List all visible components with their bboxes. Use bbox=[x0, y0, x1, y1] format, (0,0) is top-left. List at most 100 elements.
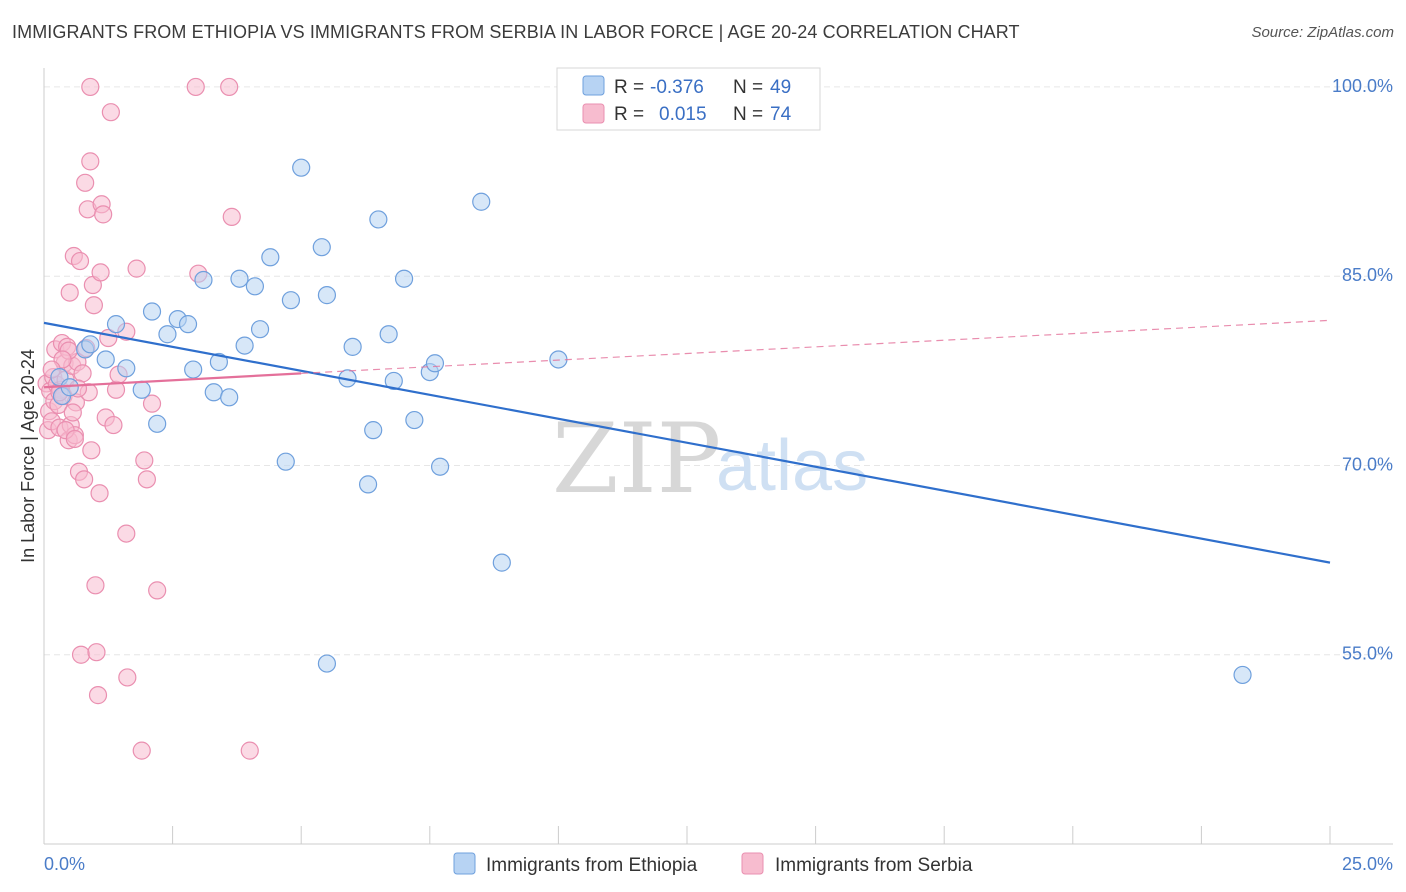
source-label: Source: ZipAtlas.com bbox=[1251, 24, 1394, 41]
bottom-legend-label-serbia: Immigrants from Serbia bbox=[775, 855, 973, 876]
trend-lines bbox=[43, 319, 1331, 564]
serbia-point bbox=[87, 643, 106, 662]
serbia-point bbox=[148, 581, 167, 600]
correlation-legend: R = -0.376 N = 49 R = 0.015 N = 74 bbox=[556, 67, 821, 131]
serbia-point bbox=[127, 259, 146, 278]
serbia-point bbox=[240, 741, 259, 760]
ethiopia-point bbox=[261, 248, 280, 267]
serbia-point bbox=[88, 686, 108, 705]
ethiopia-point bbox=[369, 210, 388, 229]
bottom-legend-label-ethiopia: Immigrants from Ethiopia bbox=[486, 855, 698, 876]
serbia-point bbox=[90, 484, 109, 503]
ethiopia-point bbox=[158, 325, 177, 344]
serbia-point bbox=[117, 524, 136, 543]
serbia-point bbox=[101, 103, 120, 122]
x-ticks bbox=[172, 826, 1331, 844]
serbia-point bbox=[86, 576, 105, 595]
serbia-trend-extension bbox=[301, 319, 1331, 374]
serbia-point bbox=[132, 741, 151, 760]
ethiopia-point bbox=[276, 452, 295, 471]
ethiopia-point bbox=[209, 352, 228, 372]
ethiopia-point bbox=[96, 350, 115, 369]
series-legend: Immigrants from Ethiopia Immigrants from… bbox=[453, 852, 973, 876]
serbia-trend-line bbox=[43, 372, 302, 389]
ethiopia-point bbox=[194, 270, 213, 290]
serbia-point bbox=[63, 403, 82, 422]
serbia-point bbox=[76, 173, 95, 192]
watermark: ZIP atlas bbox=[552, 403, 868, 515]
serbia-point bbox=[142, 394, 162, 413]
ethiopia-point bbox=[405, 410, 424, 430]
bottom-legend-swatch-ethiopia bbox=[453, 852, 476, 875]
x-tick-label-max: 25.0% bbox=[1342, 854, 1393, 874]
ethiopia-point bbox=[292, 158, 311, 177]
serbia-points bbox=[37, 77, 259, 760]
ethiopia-point bbox=[384, 371, 403, 391]
chart-title: IMMIGRANTS FROM ETHIOPIA VS IMMIGRANTS F… bbox=[12, 22, 1020, 42]
ethiopia-point bbox=[379, 325, 398, 344]
ethiopia-point bbox=[549, 350, 568, 369]
y-axis-label: In Labor Force | Age 20-24 bbox=[18, 349, 38, 563]
ethiopia-point bbox=[394, 269, 414, 288]
serbia-point bbox=[222, 207, 241, 226]
serbia-point bbox=[60, 283, 79, 302]
serbia-point bbox=[70, 251, 90, 271]
serbia-point bbox=[84, 296, 103, 315]
ethiopia-point bbox=[184, 360, 203, 379]
watermark-zip: ZIP bbox=[552, 403, 721, 515]
ethiopia-point bbox=[178, 315, 198, 334]
axes bbox=[43, 68, 1393, 845]
ethiopia-point bbox=[204, 383, 223, 402]
ethiopia-point bbox=[230, 269, 249, 288]
serbia-point bbox=[81, 77, 100, 97]
legend-r-value-serbia: 0.015 bbox=[659, 104, 707, 125]
ethiopia-point bbox=[425, 354, 445, 373]
ethiopia-point bbox=[250, 320, 270, 339]
ethiopia-point bbox=[148, 414, 167, 433]
y-tick-label: 100.0% bbox=[1332, 76, 1393, 96]
serbia-point bbox=[118, 668, 137, 687]
legend-n-label-serbia: N = bbox=[733, 104, 763, 125]
legend-n-label-ethiopia: N = bbox=[733, 77, 763, 98]
ethiopia-point bbox=[472, 192, 491, 211]
serbia-point bbox=[220, 77, 239, 97]
ethiopia-point bbox=[132, 380, 151, 399]
ethiopia-points bbox=[50, 158, 1252, 685]
ethiopia-point bbox=[106, 315, 126, 334]
legend-n-value-serbia: 74 bbox=[770, 104, 792, 125]
ethiopia-point bbox=[235, 336, 254, 355]
ethiopia-trend-line bbox=[43, 321, 1331, 564]
ethiopia-point bbox=[312, 238, 331, 257]
ethiopia-point bbox=[364, 421, 383, 440]
legend-swatch-ethiopia bbox=[582, 75, 605, 96]
serbia-point bbox=[73, 364, 92, 383]
serbia-point bbox=[81, 152, 100, 171]
ethiopia-point bbox=[81, 335, 100, 354]
legend-r-label-ethiopia: R = bbox=[614, 77, 644, 98]
serbia-point bbox=[91, 263, 110, 282]
ethiopia-point bbox=[142, 302, 162, 321]
ethiopia-point bbox=[317, 286, 337, 305]
legend-swatch-serbia bbox=[582, 103, 605, 124]
legend-n-value-ethiopia: 49 bbox=[770, 77, 791, 98]
serbia-point bbox=[186, 77, 205, 97]
ethiopia-point bbox=[343, 337, 362, 356]
y-tick-labels: 55.0% 70.0% 85.0% 100.0% bbox=[1332, 76, 1393, 664]
serbia-point bbox=[65, 429, 84, 449]
grid-lines bbox=[44, 86, 1393, 656]
watermark-atlas: atlas bbox=[716, 426, 868, 506]
x-tick-label-min: 0.0% bbox=[44, 854, 85, 874]
legend-r-label-serbia: R = bbox=[614, 104, 644, 125]
y-tick-label: 85.0% bbox=[1342, 265, 1393, 285]
serbia-point bbox=[75, 470, 94, 489]
ethiopia-point bbox=[245, 277, 265, 296]
ethiopia-point bbox=[492, 553, 511, 572]
ethiopia-point bbox=[117, 359, 136, 378]
ethiopia-point bbox=[317, 654, 337, 673]
ethiopia-point bbox=[220, 388, 239, 407]
serbia-point bbox=[94, 205, 113, 224]
bottom-legend-swatch-serbia bbox=[741, 852, 764, 875]
y-tick-label: 55.0% bbox=[1342, 644, 1393, 664]
serbia-point bbox=[71, 645, 91, 664]
